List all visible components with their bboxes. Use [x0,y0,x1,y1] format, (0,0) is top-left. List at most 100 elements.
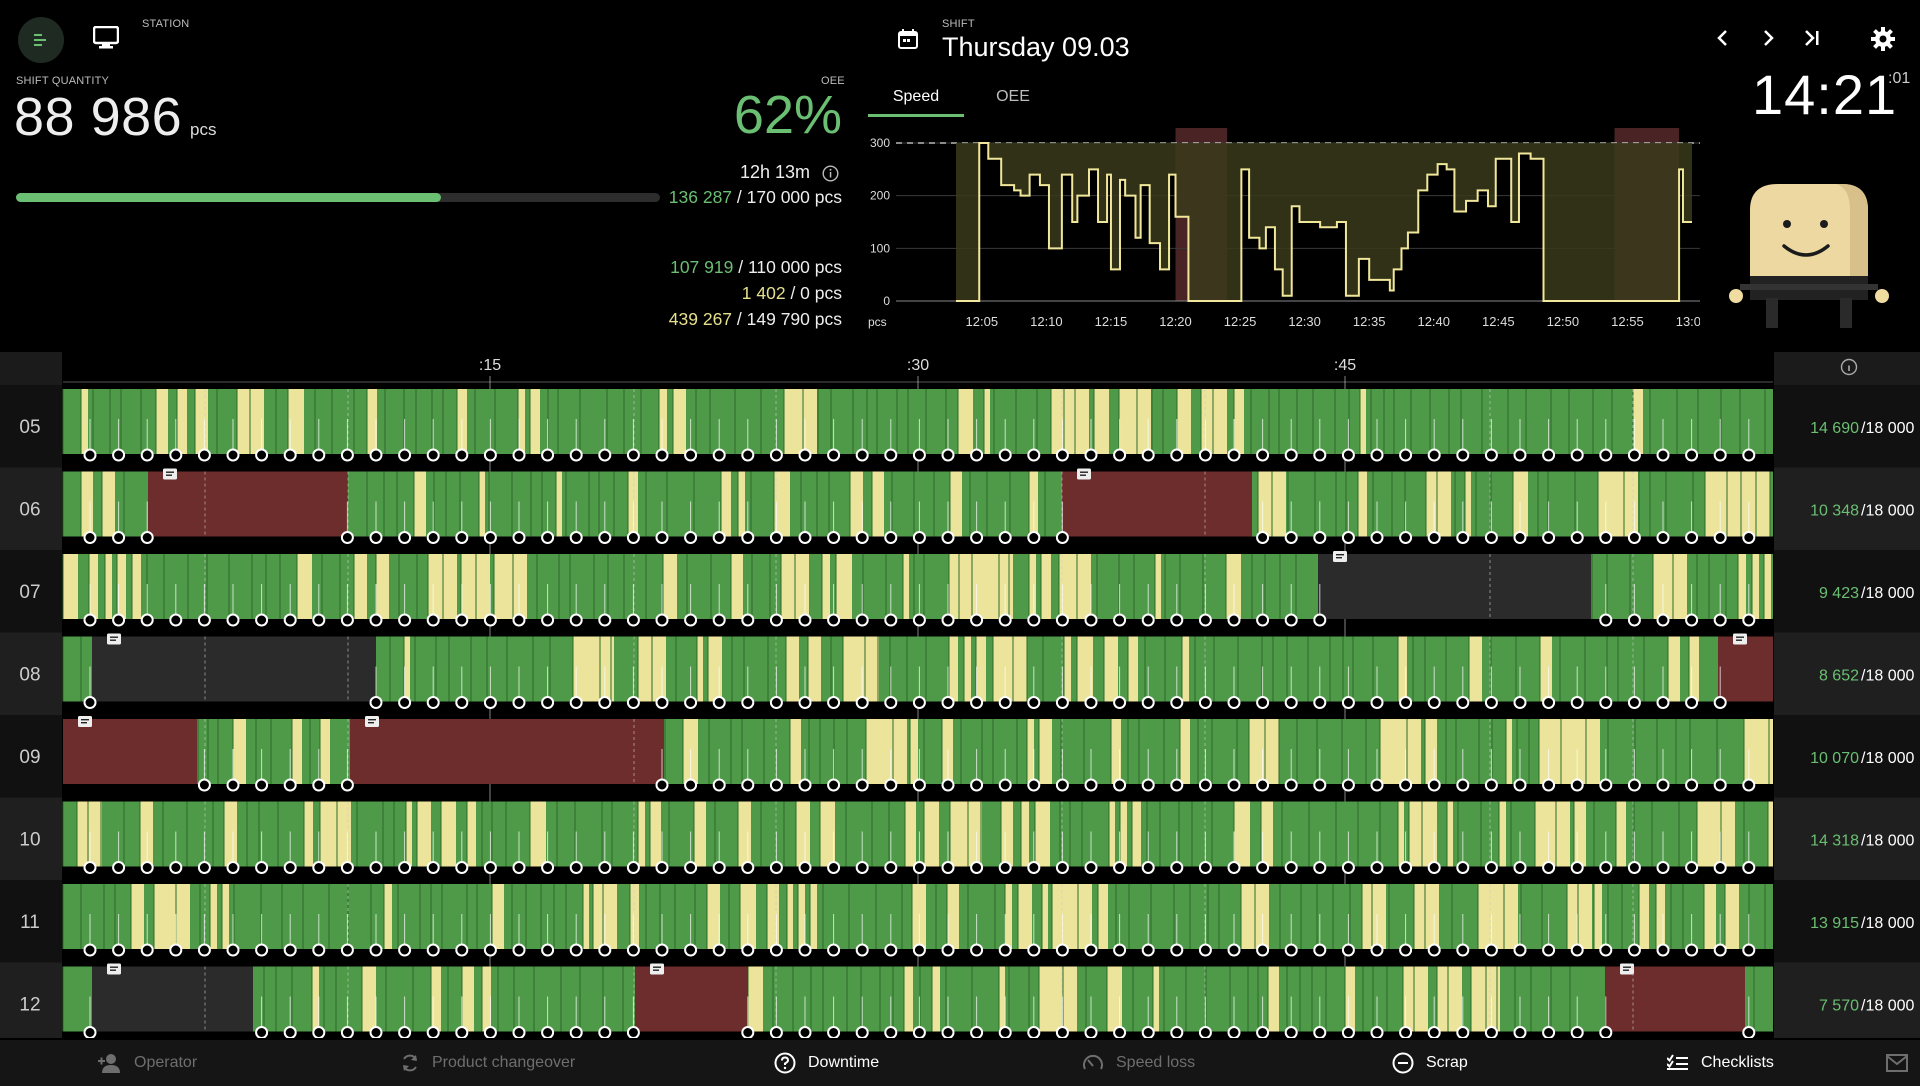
slow-speed-segment [1005,884,1012,949]
event-marker [1685,778,1699,792]
event-marker [112,613,126,627]
slow-speed-segment [406,801,412,867]
event-marker [626,613,640,627]
tab-oee[interactable]: OEE [996,88,1030,105]
event-marker [998,696,1012,709]
slow-speed-segment [1697,801,1735,867]
slow-speed-segment [950,801,982,867]
comment-icon [1620,963,1634,975]
slow-speed-segment [1414,966,1427,1032]
event-marker [684,696,698,709]
latest-shift-button[interactable] [1801,28,1823,53]
downtime-button[interactable]: Downtime [774,1040,879,1086]
event-marker [998,448,1012,462]
row-count-bg [1774,385,1920,468]
slow-speed-segment [1656,884,1665,949]
x-tick-label: 12:15 [1095,314,1128,329]
row-count-bg [1774,715,1920,798]
slow-speed-segment [1752,554,1759,619]
previous-shift-button[interactable] [1713,28,1733,53]
slow-speed-segment [367,389,377,454]
event-marker [1627,943,1641,957]
slow-speed-segment [1249,719,1279,784]
event-marker [827,861,841,874]
speed-loss-button[interactable]: Speed loss [1082,1040,1195,1086]
shift-quantity-label: SHIFT QUANTITY [16,75,110,87]
slow-speed-segment [1063,966,1076,1032]
event-marker [1484,861,1498,874]
shift-timeline[interactable]: :15:30:45 05 14 690/18 000 06 10 348/18 000 0… [0,352,1920,1038]
event-marker [655,696,669,709]
help-circle-icon [774,1052,796,1074]
event-marker [1027,696,1041,709]
event-marker [798,778,812,792]
event-marker [369,1026,383,1038]
event-marker [398,448,412,462]
downtime-segment [1718,636,1773,702]
event-marker [340,861,354,874]
slow-speed-segment [958,389,973,454]
row-hour-label: 09 [19,747,40,768]
event-marker [741,531,755,544]
row-count-bg [1774,467,1920,550]
slow-speed-segment [738,471,745,537]
slow-speed-segment [467,801,476,867]
slow-speed-segment [494,554,527,619]
event-marker [1113,448,1127,462]
event-marker [769,861,783,874]
event-marker [1742,778,1756,792]
slow-speed-segment [949,636,958,702]
product-changeover-button[interactable]: Product changeover [400,1040,575,1086]
event-marker [283,943,297,957]
event-marker [1341,943,1355,957]
scrap-button[interactable]: Scrap [1392,1040,1468,1086]
menu-button[interactable] [18,17,64,63]
event-marker [312,1026,326,1038]
event-marker [684,531,698,544]
checklists-button[interactable]: Checklists [1667,1040,1774,1086]
row-hour-label: 07 [19,582,40,603]
event-marker [1713,943,1727,957]
monitor-icon[interactable] [92,25,120,55]
messages-button[interactable] [1886,1040,1908,1086]
event-marker [855,531,869,544]
event-marker [1198,613,1212,627]
event-marker [1055,778,1069,792]
event-marker [569,1026,583,1038]
slow-speed-segment [573,636,614,702]
event-marker [884,861,898,874]
slow-speed-segment [320,719,330,784]
event-marker [255,448,269,462]
event-marker [1399,1026,1413,1038]
event-marker [1198,861,1212,874]
slow-speed-segment [1041,554,1051,619]
event-marker [1256,448,1270,462]
tab-speed[interactable]: Speed [868,88,964,117]
downtime-label: Downtime [808,1054,880,1071]
event-marker [1113,861,1127,874]
event-marker [340,613,354,627]
event-marker [1742,861,1756,874]
event-marker [512,531,526,544]
slow-speed-segment [866,719,907,784]
event-marker [1570,943,1584,957]
slow-speed-segment [947,884,959,949]
slow-speed-segment [362,966,376,1032]
operator-button[interactable]: Operator [98,1040,197,1086]
next-shift-button[interactable] [1758,28,1778,53]
event-marker [1513,778,1527,792]
info-icon[interactable] [822,165,839,187]
event-marker [1113,1026,1127,1038]
calendar-icon[interactable] [897,28,919,55]
slow-speed-segment [1398,801,1404,867]
slow-speed-segment [798,884,805,949]
event-marker [626,861,640,874]
event-marker [483,531,497,544]
settings-gear-icon[interactable] [1870,26,1896,57]
slow-speed-segment [748,966,763,1032]
slow-speed-segment [1633,389,1643,454]
event-marker [83,1026,97,1038]
event-marker [1484,1026,1498,1038]
event-marker [1456,943,1470,957]
slow-speed-segment [1689,636,1699,702]
